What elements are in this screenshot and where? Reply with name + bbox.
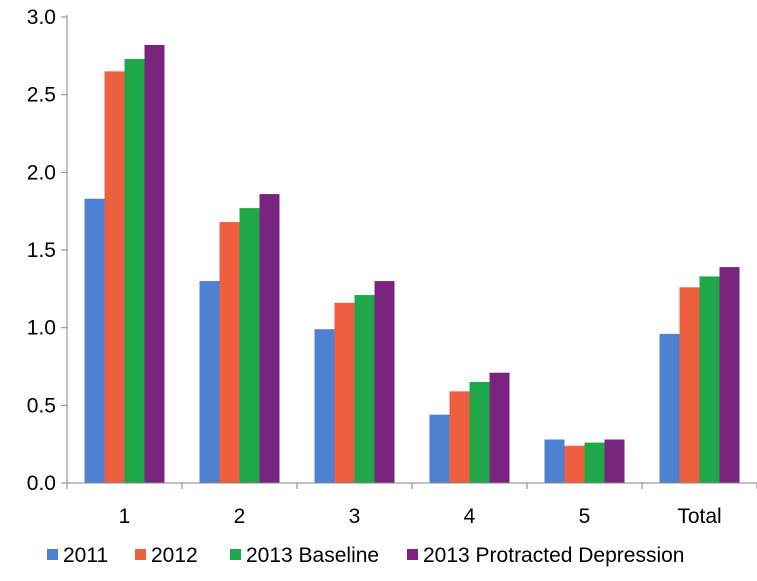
y-tick-label: 2.5 — [27, 84, 56, 107]
y-tick-label: 0.0 — [27, 472, 56, 495]
bar-2013-baseline-total — [699, 276, 720, 483]
axes-group: 0.0 0.5 1.0 1.5 2.0 2.5 3.0 1 2 3 4 5 Total — [27, 6, 757, 528]
bar-2013-protracted-depression-4 — [489, 372, 510, 483]
x-tick-label: Total — [677, 505, 721, 528]
legend: 2011 2012 2013 Baseline 2013 Protracted Dep… — [47, 544, 685, 567]
bar-2013-baseline-1 — [124, 58, 145, 483]
bar-2012-5 — [564, 445, 585, 483]
x-tick-label: 3 — [349, 505, 361, 528]
legend-swatch — [230, 549, 241, 560]
bar-2012-1 — [104, 71, 125, 483]
legend-label: 2011 — [63, 544, 108, 567]
bar-2012-total — [679, 287, 700, 483]
legend-swatch — [407, 549, 418, 560]
bar-2013-protracted-depression-2 — [259, 194, 280, 483]
bar-2013-baseline-4 — [469, 382, 490, 483]
x-tick-label: 1 — [119, 505, 131, 528]
bar-2013-baseline-2 — [239, 208, 260, 483]
y-tick-label: 0.5 — [27, 394, 56, 417]
y-tick-label: 1.5 — [27, 239, 56, 262]
bar-2012-3 — [334, 302, 355, 483]
bar-2011-4 — [429, 414, 450, 483]
bar-2011-3 — [314, 329, 335, 483]
bar-2011-total — [659, 333, 680, 483]
bar-2013-baseline-3 — [354, 295, 375, 483]
legend-swatch — [135, 549, 146, 560]
legend-label: 2013 Baseline — [246, 544, 379, 567]
bar-2012-4 — [449, 391, 470, 483]
bar-2013-protracted-depression-1 — [144, 44, 165, 484]
bar-2013-protracted-depression-total — [719, 267, 740, 483]
x-tick-label: 2 — [234, 505, 246, 528]
legend-swatch — [47, 549, 58, 560]
y-tick-label: 1.0 — [27, 317, 56, 340]
legend-label: 2013 Protracted Depression — [423, 544, 685, 567]
bar-2013-baseline-5 — [584, 442, 605, 483]
bar-2012-2 — [219, 222, 240, 484]
bar-2013-protracted-depression-3 — [374, 281, 395, 483]
legend-label: 2012 — [151, 544, 198, 567]
y-tick-label: 3.0 — [27, 6, 56, 29]
y-tick-label: 2.0 — [27, 161, 56, 184]
bar-2011-5 — [544, 439, 565, 483]
bars-group — [84, 44, 740, 484]
bar-2013-protracted-depression-5 — [604, 439, 625, 483]
x-tick-label: 5 — [579, 505, 591, 528]
x-tick-label: 4 — [464, 505, 476, 528]
bar-2011-1 — [84, 198, 105, 484]
bar-2011-2 — [199, 281, 220, 483]
